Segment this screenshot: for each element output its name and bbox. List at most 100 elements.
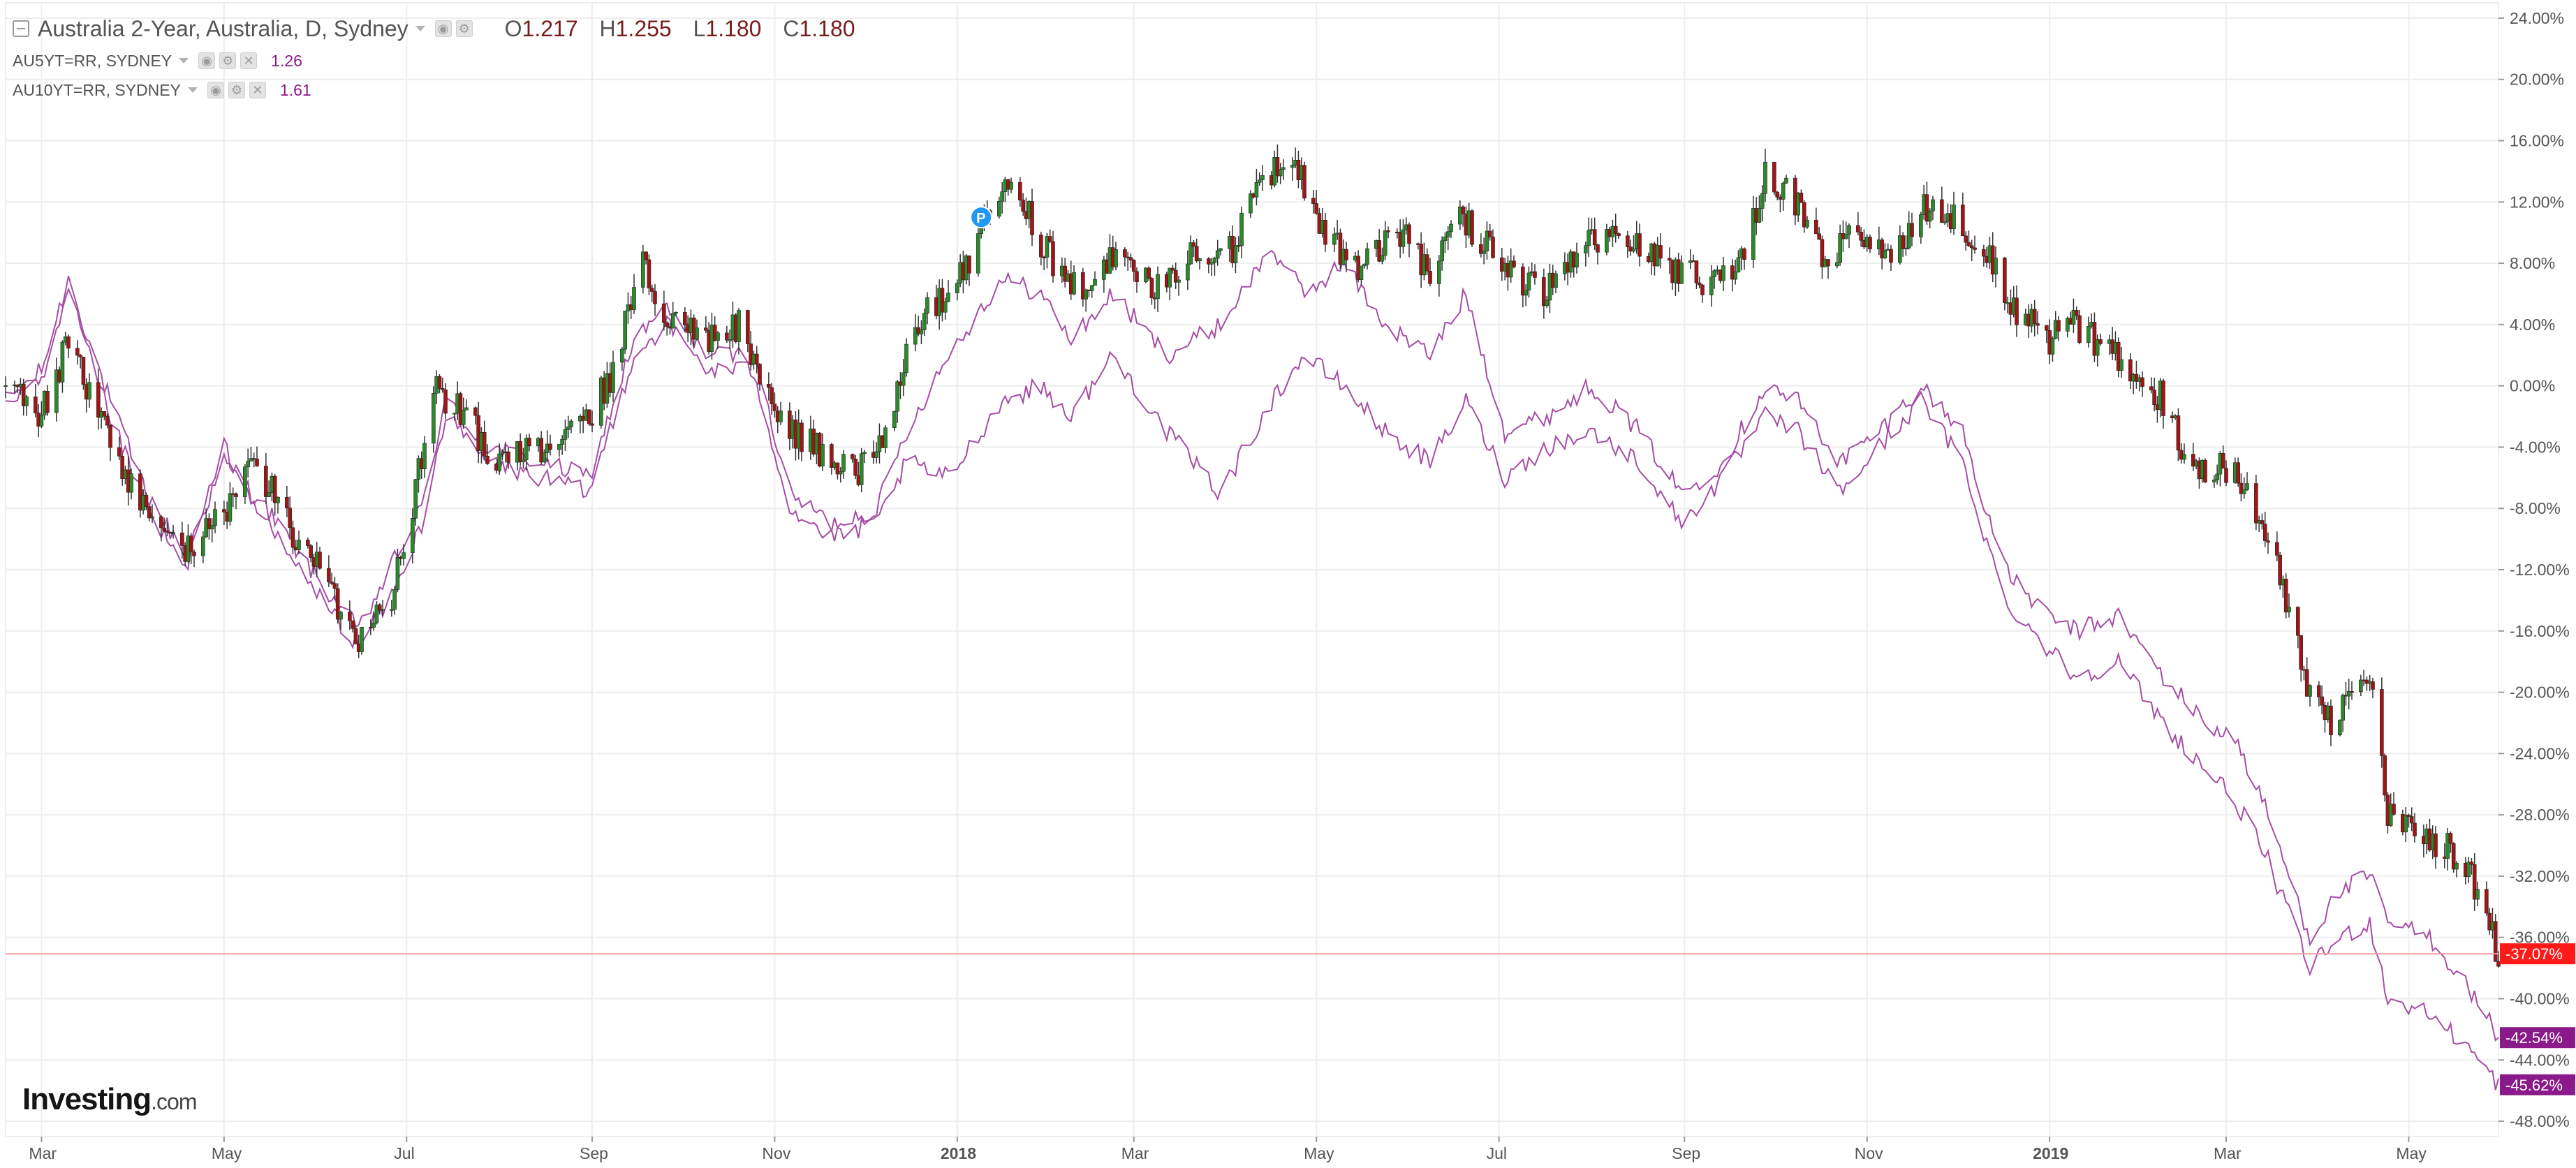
x-tick-label: Mar: [1121, 1144, 1149, 1162]
eye-icon[interactable]: ◉: [207, 82, 224, 98]
candle-body: [940, 288, 945, 313]
chevron-down-icon[interactable]: [187, 87, 198, 93]
candle-body: [620, 348, 624, 363]
candle-body: [1470, 210, 1474, 245]
candle-body: [2454, 862, 2459, 870]
au10y-value: 1.61: [279, 80, 311, 99]
candle-body: [2392, 804, 2396, 815]
candle-body: [332, 583, 337, 589]
candle-body: [524, 438, 529, 461]
candle-body: [108, 424, 112, 448]
candle-body: [1814, 219, 1818, 235]
candle-body: [2371, 681, 2375, 690]
investing-logo[interactable]: Investing.com: [22, 1082, 198, 1117]
candle-body: [2262, 524, 2267, 541]
candle-body: [2296, 607, 2300, 636]
candle-body: [2329, 705, 2333, 736]
au5y-value: 1.26: [271, 51, 302, 70]
candle-body: [201, 536, 205, 556]
gear-icon[interactable]: ⚙: [219, 52, 237, 69]
candle-body: [1805, 219, 1809, 228]
candle-body: [1952, 205, 1956, 229]
candle-body: [381, 609, 385, 611]
candle-body: [1964, 235, 1968, 243]
candle-body: [180, 532, 184, 546]
candle-body: [1487, 230, 1492, 237]
candle-body: [1323, 220, 1327, 245]
candle-body: [1596, 244, 1600, 253]
gear-icon[interactable]: ⚙: [228, 82, 245, 98]
candle-body: [2448, 833, 2453, 844]
candle-body: [800, 422, 804, 452]
collapse-legend-icon[interactable]: [13, 20, 29, 37]
candle-body: [1173, 269, 1178, 283]
candle-body: [2182, 454, 2186, 460]
high-label: H: [599, 15, 616, 41]
candle-body: [2077, 315, 2082, 343]
candle-body: [485, 455, 490, 464]
open-label: O: [504, 15, 522, 41]
gear-icon[interactable]: ⚙: [455, 20, 473, 37]
candle-body: [1859, 232, 1863, 241]
candle-body: [754, 353, 759, 364]
candle-body: [2320, 696, 2324, 706]
close-label: C: [783, 15, 800, 41]
candle-body: [1868, 237, 1872, 249]
candle-body: [432, 393, 436, 444]
eye-icon[interactable]: ◉: [198, 52, 216, 69]
candle-body: [830, 444, 834, 468]
candle-body: [767, 383, 771, 388]
candle-body: [21, 383, 26, 406]
candle-body: [2116, 342, 2121, 371]
candle-body: [746, 310, 750, 344]
main-series-title[interactable]: Australia 2-Year, Australia, D, Sydney: [38, 15, 409, 41]
y-tick-label: -4.00%: [2510, 438, 2561, 456]
y-tick-label: -28.00%: [2510, 806, 2570, 824]
candle-body: [1114, 249, 1118, 267]
candle-body: [2140, 377, 2144, 387]
au5y-title[interactable]: AU5YT=RR, SYDNEY: [13, 51, 172, 70]
candle-body: [353, 628, 358, 644]
candle-body: [704, 327, 708, 331]
candle-body: [1889, 249, 1893, 263]
candle-body: [548, 443, 552, 450]
eye-icon[interactable]: ◉: [434, 20, 452, 37]
candle-body: [285, 496, 289, 509]
candle-body: [922, 313, 927, 330]
low-value: 1.180: [705, 15, 762, 41]
candle-body: [919, 330, 924, 334]
candle-body: [297, 540, 301, 550]
candle-body: [2191, 454, 2195, 467]
candle-body: [1757, 208, 1762, 223]
candle-body: [2212, 479, 2216, 482]
candle-body: [348, 612, 352, 621]
y-tick-label: 20.00%: [2510, 71, 2564, 89]
candle-body: [2287, 607, 2291, 613]
candle-body: [1215, 250, 1220, 259]
candle-body: [1428, 270, 1432, 284]
candle-body: [1721, 265, 1725, 281]
candle-body: [1131, 260, 1136, 272]
candle-body: [1613, 226, 1618, 234]
candle-body: [1443, 237, 1448, 242]
chevron-down-icon[interactable]: [179, 58, 189, 64]
candle-body: [272, 475, 277, 503]
chevron-down-icon[interactable]: [415, 26, 425, 31]
close-icon[interactable]: ✕: [249, 82, 266, 98]
candle-body: [138, 473, 142, 511]
candle-body: [75, 348, 80, 356]
candle-body: [1212, 258, 1217, 263]
au10y-title[interactable]: AU10YT=RR, SYDNEY: [13, 80, 181, 99]
candle-body: [1021, 200, 1025, 212]
candle-body: [2359, 679, 2363, 693]
candle-body: [39, 415, 44, 427]
candle-body: [779, 411, 783, 422]
close-icon[interactable]: ✕: [240, 52, 258, 69]
candle-body: [1290, 165, 1295, 168]
candle-body: [1281, 167, 1286, 170]
candle-body: [1533, 271, 1537, 278]
candle-body: [228, 493, 233, 522]
candle-body: [1904, 247, 1908, 250]
